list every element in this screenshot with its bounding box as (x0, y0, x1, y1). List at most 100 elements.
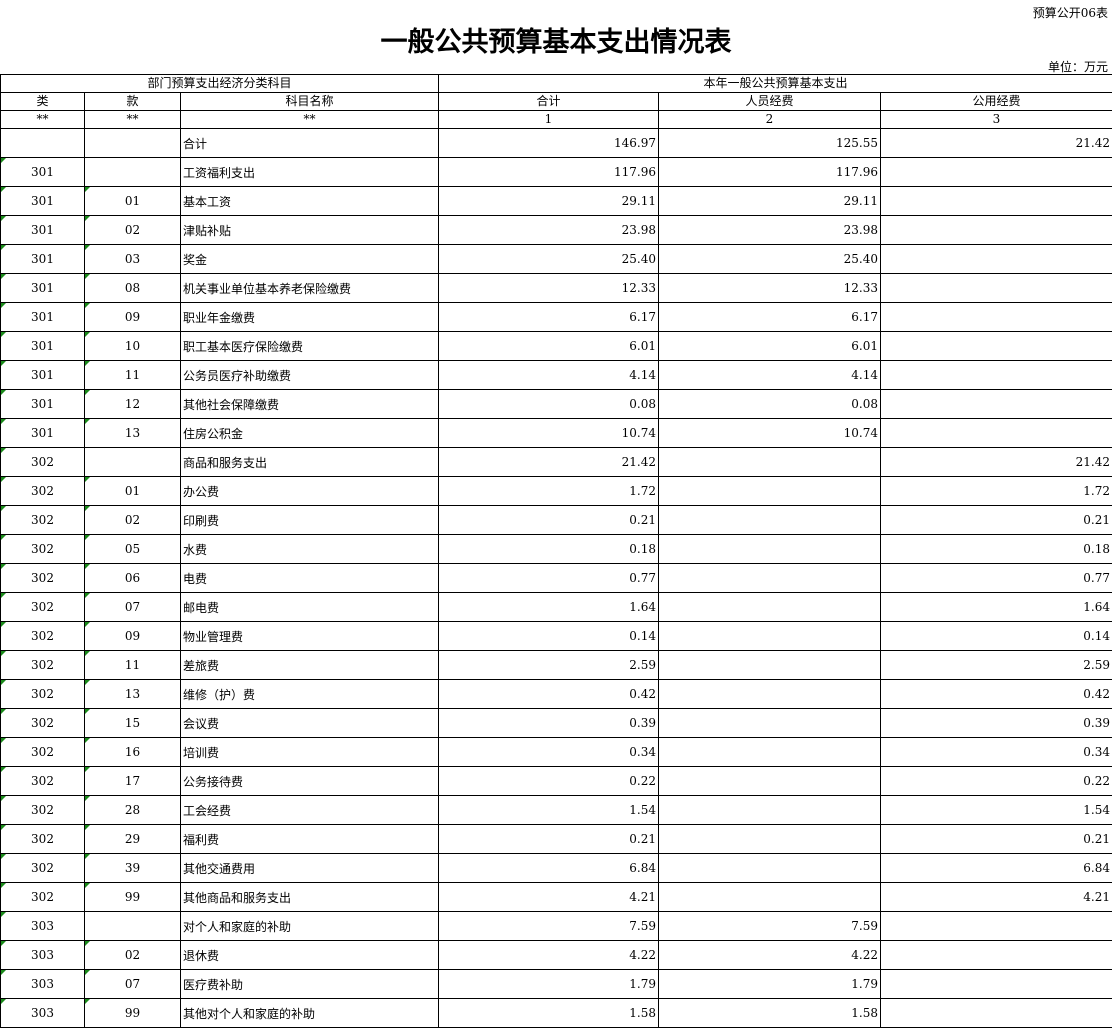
public-cell[interactable] (880, 969, 1112, 999)
total-cell[interactable]: 0.22 (438, 766, 659, 796)
public-cell[interactable]: 2.59 (880, 650, 1112, 680)
subject-name-cell[interactable]: 职工基本医疗保险缴费 (180, 331, 439, 361)
kuan-cell[interactable]: 16 (84, 737, 181, 767)
lei-cell[interactable]: 303 (0, 969, 85, 999)
lei-cell[interactable]: 303 (0, 911, 85, 941)
total-cell[interactable]: 6.17 (438, 302, 659, 332)
total-cell[interactable]: 0.42 (438, 679, 659, 709)
public-cell[interactable]: 1.64 (880, 592, 1112, 622)
personnel-cell[interactable]: 0.08 (658, 389, 881, 419)
lei-cell[interactable]: 302 (0, 650, 85, 680)
subject-name-cell[interactable]: 其他交通费用 (180, 853, 439, 883)
total-cell[interactable]: 12.33 (438, 273, 659, 303)
public-cell[interactable] (880, 998, 1112, 1028)
kuan-cell[interactable]: 03 (84, 244, 181, 274)
subject-name-cell[interactable]: 维修（护）费 (180, 679, 439, 709)
lei-cell[interactable]: 301 (0, 186, 85, 216)
subject-name-cell[interactable]: 工资福利支出 (180, 157, 439, 187)
public-cell[interactable] (880, 186, 1112, 216)
kuan-cell[interactable]: 99 (84, 882, 181, 912)
public-cell[interactable] (880, 273, 1112, 303)
personnel-cell[interactable]: 10.74 (658, 418, 881, 448)
personnel-cell[interactable]: 4.22 (658, 940, 881, 970)
kuan-cell[interactable]: 07 (84, 592, 181, 622)
personnel-cell[interactable]: 12.33 (658, 273, 881, 303)
kuan-cell[interactable]: 11 (84, 650, 181, 680)
lei-cell[interactable]: 301 (0, 215, 85, 245)
total-cell[interactable]: 6.84 (438, 853, 659, 883)
personnel-cell[interactable]: 25.40 (658, 244, 881, 274)
personnel-cell[interactable]: 1.58 (658, 998, 881, 1028)
kuan-cell[interactable] (84, 447, 181, 477)
lei-cell[interactable]: 302 (0, 534, 85, 564)
public-cell[interactable]: 0.22 (880, 766, 1112, 796)
subject-name-cell[interactable]: 培训费 (180, 737, 439, 767)
personnel-cell[interactable] (658, 563, 881, 593)
kuan-cell[interactable]: 09 (84, 302, 181, 332)
kuan-cell[interactable]: 08 (84, 273, 181, 303)
subject-name-cell[interactable]: 基本工资 (180, 186, 439, 216)
total-cell[interactable]: 0.21 (438, 824, 659, 854)
kuan-cell[interactable]: 02 (84, 215, 181, 245)
subject-name-cell[interactable]: 职业年金缴费 (180, 302, 439, 332)
kuan-cell[interactable]: 99 (84, 998, 181, 1028)
kuan-cell[interactable]: 05 (84, 534, 181, 564)
public-cell[interactable]: 1.72 (880, 476, 1112, 506)
kuan-cell[interactable]: 13 (84, 418, 181, 448)
public-cell[interactable] (880, 389, 1112, 419)
public-cell[interactable]: 0.14 (880, 621, 1112, 651)
personnel-cell[interactable]: 6.17 (658, 302, 881, 332)
kuan-cell[interactable]: 07 (84, 969, 181, 999)
public-cell[interactable]: 0.18 (880, 534, 1112, 564)
kuan-cell[interactable]: 39 (84, 853, 181, 883)
personnel-cell[interactable]: 1.79 (658, 969, 881, 999)
subject-name-cell[interactable]: 电费 (180, 563, 439, 593)
personnel-cell[interactable] (658, 853, 881, 883)
kuan-cell[interactable]: 11 (84, 360, 181, 390)
public-cell[interactable] (880, 215, 1112, 245)
lei-cell[interactable]: 303 (0, 940, 85, 970)
total-cell[interactable]: 25.40 (438, 244, 659, 274)
public-cell[interactable] (880, 157, 1112, 187)
subject-name-cell[interactable]: 奖金 (180, 244, 439, 274)
kuan-cell[interactable]: 02 (84, 940, 181, 970)
public-cell[interactable]: 0.34 (880, 737, 1112, 767)
public-cell[interactable]: 4.21 (880, 882, 1112, 912)
public-cell[interactable]: 0.77 (880, 563, 1112, 593)
total-cell[interactable]: 21.42 (438, 447, 659, 477)
lei-cell[interactable]: 302 (0, 476, 85, 506)
subject-name-cell[interactable]: 住房公积金 (180, 418, 439, 448)
lei-cell[interactable]: 303 (0, 998, 85, 1028)
personnel-cell[interactable] (658, 766, 881, 796)
total-cell[interactable]: 4.14 (438, 360, 659, 390)
lei-cell[interactable]: 301 (0, 331, 85, 361)
lei-cell[interactable]: 302 (0, 563, 85, 593)
personnel-cell[interactable] (658, 882, 881, 912)
public-cell[interactable]: 1.54 (880, 795, 1112, 825)
personnel-cell[interactable] (658, 447, 881, 477)
kuan-cell[interactable]: 28 (84, 795, 181, 825)
total-cell[interactable]: 0.34 (438, 737, 659, 767)
public-cell[interactable] (880, 302, 1112, 332)
subject-name-cell[interactable]: 机关事业单位基本养老保险缴费 (180, 273, 439, 303)
public-cell[interactable] (880, 244, 1112, 274)
personnel-cell[interactable] (658, 708, 881, 738)
personnel-cell[interactable]: 6.01 (658, 331, 881, 361)
lei-cell[interactable]: 302 (0, 708, 85, 738)
lei-cell[interactable]: 302 (0, 737, 85, 767)
subject-name-cell[interactable]: 其他社会保障缴费 (180, 389, 439, 419)
subject-name-cell[interactable]: 工会经费 (180, 795, 439, 825)
subject-name-cell[interactable]: 差旅费 (180, 650, 439, 680)
kuan-cell[interactable] (84, 128, 181, 158)
lei-cell[interactable]: 302 (0, 882, 85, 912)
total-cell[interactable]: 23.98 (438, 215, 659, 245)
personnel-cell[interactable] (658, 650, 881, 680)
kuan-cell[interactable]: 02 (84, 505, 181, 535)
public-cell[interactable]: 0.39 (880, 708, 1112, 738)
public-cell[interactable]: 6.84 (880, 853, 1112, 883)
personnel-cell[interactable] (658, 679, 881, 709)
total-cell[interactable]: 0.08 (438, 389, 659, 419)
total-cell[interactable]: 0.18 (438, 534, 659, 564)
public-cell[interactable]: 0.42 (880, 679, 1112, 709)
lei-cell[interactable]: 301 (0, 157, 85, 187)
